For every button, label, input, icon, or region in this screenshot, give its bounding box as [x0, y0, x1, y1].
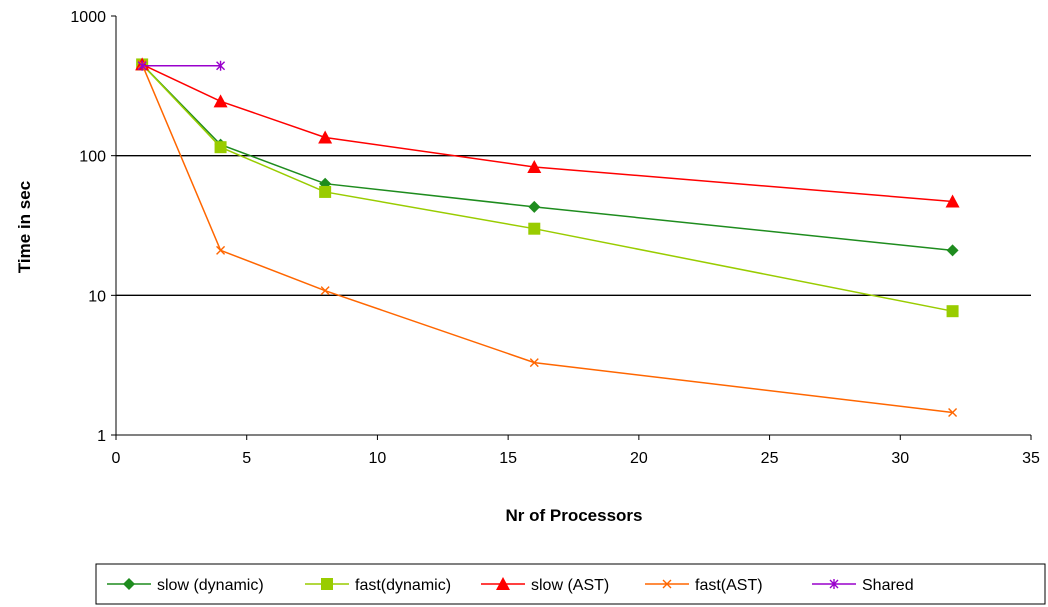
x-tick-label: 10: [369, 450, 387, 467]
data-point: [946, 305, 959, 318]
legend-item: slow (dynamic): [107, 577, 264, 594]
data-point: [662, 579, 672, 589]
legend-label: slow (AST): [531, 577, 609, 594]
y-tick-label: 100: [79, 149, 106, 166]
legend-item: fast(dynamic): [305, 577, 451, 594]
y-tick-label: 1: [97, 428, 106, 445]
legend-item: Shared: [812, 577, 914, 594]
data-point: [214, 141, 227, 154]
data-point: [321, 578, 333, 590]
x-tick-label: 5: [242, 450, 251, 467]
legend: slow (dynamic) fast(dynamic) slow (AST) fas…: [95, 563, 1046, 605]
data-point: [216, 60, 226, 71]
series-lines: [135, 57, 960, 417]
data-point: [528, 200, 541, 213]
data-point: [496, 577, 510, 590]
gridlines: [116, 155, 1031, 296]
legend-label: Shared: [862, 577, 914, 594]
legend-item: slow (AST): [481, 577, 609, 594]
tick-labels: 1 10 100 1000 0 5 10 15 20 25 30 35: [70, 9, 1040, 467]
data-point: [320, 286, 330, 296]
legend-box: [95, 563, 1046, 605]
x-tick-label: 35: [1022, 450, 1040, 467]
y-axis-title: Time in sec: [15, 181, 34, 273]
data-point: [213, 94, 228, 108]
series-shared: [137, 60, 226, 71]
data-point: [527, 159, 542, 173]
legend-label: fast(dynamic): [355, 577, 451, 594]
x-tick-label: 30: [891, 450, 909, 467]
data-point: [948, 407, 958, 417]
legend-label: slow (dynamic): [157, 577, 264, 594]
x-tick-label: 15: [499, 450, 517, 467]
legend-label: fast(AST): [695, 577, 763, 594]
data-point: [318, 130, 333, 144]
data-point: [529, 358, 539, 368]
x-tick-label: 25: [761, 450, 779, 467]
y-tick-label: 1000: [70, 9, 106, 26]
series-slow-ast: [135, 57, 960, 208]
series-line: [141, 63, 953, 312]
data-point: [137, 60, 147, 71]
data-point: [123, 578, 135, 590]
series-fast-dynamic: [136, 58, 959, 318]
data-point: [829, 579, 839, 589]
data-point: [319, 185, 332, 198]
series-line: [141, 63, 953, 252]
data-point: [216, 245, 226, 255]
legend-item: fast(AST): [645, 577, 763, 594]
data-point: [528, 222, 541, 235]
data-point: [945, 194, 960, 208]
x-axis-title: Nr of Processors: [506, 506, 643, 525]
series-line: [141, 63, 953, 203]
data-point: [946, 244, 959, 257]
x-tick-label: 0: [112, 450, 121, 467]
axes: [115, 16, 1031, 436]
x-tick-label: 20: [630, 450, 648, 467]
y-tick-label: 10: [88, 288, 106, 305]
series-slow-dynamic: [136, 58, 959, 257]
